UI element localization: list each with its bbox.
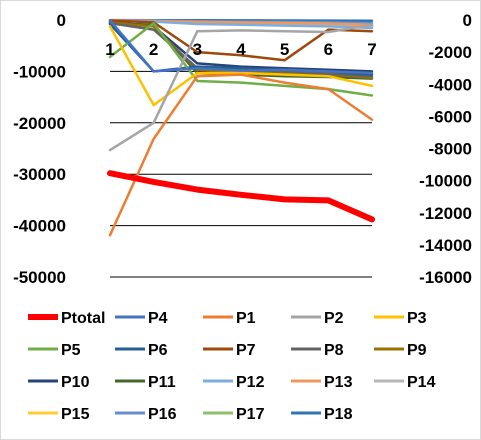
legend-label: P7 <box>236 342 256 359</box>
category-labels: 1 2 3 4 5 6 7 <box>105 40 376 59</box>
legend-item-p16: P16 <box>115 406 177 423</box>
legend-label: P17 <box>236 406 265 423</box>
legend-item-p6: P6 <box>115 342 168 359</box>
legend-item-p8: P8 <box>291 342 344 359</box>
legend-item-p9: P9 <box>374 342 427 359</box>
category-label: 7 <box>367 40 376 59</box>
right-tick-label: -12000 <box>419 204 472 223</box>
legend-item-p2: P2 <box>291 310 344 327</box>
category-label: 5 <box>280 40 289 59</box>
legend-item-p10: P10 <box>28 374 90 391</box>
right-tick-label: -8000 <box>429 140 472 159</box>
series-line-ptotal <box>107 170 375 223</box>
legend-item-p7: P7 <box>203 342 256 359</box>
legend-item-p11: P11 <box>115 374 176 391</box>
series-line-p5 <box>108 21 374 97</box>
category-label: 1 <box>105 40 114 59</box>
legend-item-p18: P18 <box>291 406 353 423</box>
legend-label: P8 <box>324 342 344 359</box>
legend-item-p15: P15 <box>28 406 90 423</box>
category-label: 6 <box>324 40 333 59</box>
legend-label: P5 <box>61 342 81 359</box>
legend-label: P4 <box>148 310 168 327</box>
series-line-p3 <box>108 25 374 107</box>
legend-label: P9 <box>407 342 427 359</box>
left-tick-label: -30000 <box>13 165 66 184</box>
right-tick-label: -2000 <box>429 43 472 62</box>
legend-item-ptotal: Ptotal <box>28 310 105 327</box>
legend-label: P3 <box>407 310 427 327</box>
category-label: 4 <box>236 40 246 59</box>
legend-label: P15 <box>61 406 90 423</box>
left-tick-label: -20000 <box>13 114 66 133</box>
left-tick-label: -50000 <box>13 268 66 287</box>
legend-label: P14 <box>407 374 436 391</box>
series-line-p2 <box>108 23 374 152</box>
left-tick-label: -40000 <box>13 217 66 236</box>
legend-item-p13: P13 <box>291 374 353 391</box>
legend-label: P6 <box>148 342 168 359</box>
legend-label: P13 <box>324 374 353 391</box>
legend-label: P1 <box>236 310 256 327</box>
right-tick-label: -4000 <box>429 75 472 94</box>
legend-label: Ptotal <box>61 310 105 327</box>
left-tick-label: -10000 <box>13 62 66 81</box>
legend-label: P16 <box>148 406 177 423</box>
legend-item-p14: P14 <box>374 374 436 391</box>
series-lines <box>107 18 375 237</box>
right-tick-label: -10000 <box>419 172 472 191</box>
legend-label: P2 <box>324 310 344 327</box>
legend-label: P10 <box>61 374 90 391</box>
right-tick-label: -16000 <box>419 268 472 287</box>
right-tick-label: -6000 <box>429 107 472 126</box>
left-axis-ticks: 0 -10000 -20000 -30000 -40000 -50000 <box>13 11 66 287</box>
series-line-p4 <box>108 19 374 75</box>
legend-item-p4: P4 <box>115 310 168 327</box>
series-line-p1 <box>108 73 374 237</box>
category-label: 2 <box>149 40 158 59</box>
legend-item-p3: P3 <box>374 310 427 327</box>
legend-item-p1: P1 <box>203 310 256 327</box>
right-axis-ticks: 0 -2000 -4000 -6000 -8000 -10000 -12000 -14000 -… <box>419 11 472 287</box>
left-tick-label: 0 <box>57 11 66 30</box>
legend: Ptotal P4 P1 P2 P3 P5 P6 P7 P8 P9 P10 P11 P12 P13 P14 P… <box>28 310 436 423</box>
right-tick-label: 0 <box>463 11 472 30</box>
legend-item-p5: P5 <box>28 342 81 359</box>
right-tick-label: -14000 <box>419 236 472 255</box>
legend-item-p12: P12 <box>203 374 265 391</box>
category-label: 3 <box>193 40 202 59</box>
legend-label: P18 <box>324 406 353 423</box>
legend-item-p17: P17 <box>203 406 265 423</box>
legend-label: P12 <box>236 374 265 391</box>
legend-label: P11 <box>148 374 176 391</box>
